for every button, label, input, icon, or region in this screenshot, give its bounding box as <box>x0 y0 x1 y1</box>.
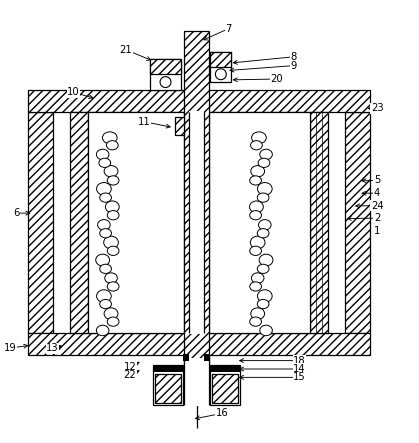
Text: 15: 15 <box>293 373 306 382</box>
Ellipse shape <box>105 273 117 284</box>
Ellipse shape <box>96 149 109 159</box>
Text: 1: 1 <box>374 226 380 236</box>
Text: 18: 18 <box>293 356 306 365</box>
Ellipse shape <box>98 220 110 230</box>
Ellipse shape <box>97 290 111 303</box>
Bar <box>204 354 210 361</box>
Ellipse shape <box>251 132 266 144</box>
Text: 24: 24 <box>371 201 383 210</box>
Bar <box>150 58 181 74</box>
Text: 21: 21 <box>119 45 132 54</box>
Ellipse shape <box>260 149 272 159</box>
Ellipse shape <box>251 140 262 150</box>
Ellipse shape <box>100 193 111 202</box>
Bar <box>210 52 231 82</box>
Bar <box>28 90 370 112</box>
Ellipse shape <box>96 254 110 266</box>
Bar <box>212 373 238 403</box>
Text: 12: 12 <box>124 362 136 372</box>
Ellipse shape <box>106 140 118 150</box>
Ellipse shape <box>260 325 272 336</box>
Ellipse shape <box>250 246 261 256</box>
Ellipse shape <box>100 299 111 309</box>
Ellipse shape <box>99 158 111 167</box>
Ellipse shape <box>257 264 269 273</box>
Text: 10: 10 <box>67 87 80 97</box>
Ellipse shape <box>257 229 269 238</box>
Ellipse shape <box>257 299 269 309</box>
Ellipse shape <box>100 229 111 238</box>
Text: 20: 20 <box>270 74 283 84</box>
Ellipse shape <box>259 220 271 230</box>
Bar <box>28 112 53 333</box>
Bar <box>70 112 88 333</box>
Circle shape <box>160 77 171 88</box>
Text: 11: 11 <box>138 117 151 127</box>
Bar <box>184 31 209 392</box>
Ellipse shape <box>257 193 269 202</box>
Text: 23: 23 <box>371 103 383 113</box>
Bar <box>28 333 370 355</box>
Ellipse shape <box>250 201 264 213</box>
Ellipse shape <box>96 325 109 336</box>
Text: 5: 5 <box>374 175 380 186</box>
Bar <box>345 112 370 333</box>
Text: 22: 22 <box>124 370 136 380</box>
Ellipse shape <box>251 308 265 319</box>
Bar <box>310 112 328 333</box>
Ellipse shape <box>251 236 265 249</box>
Text: 19: 19 <box>4 343 17 353</box>
Ellipse shape <box>257 290 272 303</box>
Ellipse shape <box>250 210 261 220</box>
Ellipse shape <box>250 317 261 326</box>
Ellipse shape <box>106 201 119 213</box>
Bar <box>153 365 183 405</box>
Bar <box>153 365 183 372</box>
Ellipse shape <box>107 210 119 220</box>
Bar <box>210 52 231 67</box>
Bar <box>210 365 240 405</box>
Ellipse shape <box>107 317 119 326</box>
Bar <box>175 117 184 135</box>
Ellipse shape <box>104 166 118 177</box>
Ellipse shape <box>251 273 264 284</box>
Bar <box>150 58 181 90</box>
Text: 14: 14 <box>293 364 306 374</box>
Ellipse shape <box>258 158 270 167</box>
Bar <box>209 112 310 333</box>
Text: 9: 9 <box>290 61 297 70</box>
Ellipse shape <box>251 166 265 177</box>
Ellipse shape <box>107 176 119 185</box>
Ellipse shape <box>104 236 119 249</box>
Text: 8: 8 <box>290 52 296 62</box>
Circle shape <box>215 69 226 80</box>
Bar <box>183 354 189 361</box>
Text: 7: 7 <box>225 24 232 34</box>
Ellipse shape <box>100 264 111 273</box>
Bar <box>189 111 204 334</box>
Ellipse shape <box>259 254 273 266</box>
Ellipse shape <box>107 282 119 291</box>
Ellipse shape <box>107 246 119 256</box>
Text: 6: 6 <box>13 208 20 218</box>
Text: 13: 13 <box>46 343 59 353</box>
Ellipse shape <box>250 282 261 291</box>
Text: 4: 4 <box>374 188 380 198</box>
Bar <box>210 365 240 372</box>
Ellipse shape <box>250 176 261 185</box>
Bar <box>155 373 181 403</box>
Ellipse shape <box>104 308 118 319</box>
Ellipse shape <box>257 183 272 195</box>
Text: 2: 2 <box>374 213 380 223</box>
Ellipse shape <box>97 183 111 195</box>
Bar <box>88 112 184 333</box>
Ellipse shape <box>103 132 117 144</box>
Text: 16: 16 <box>216 408 228 418</box>
Bar <box>184 358 209 406</box>
